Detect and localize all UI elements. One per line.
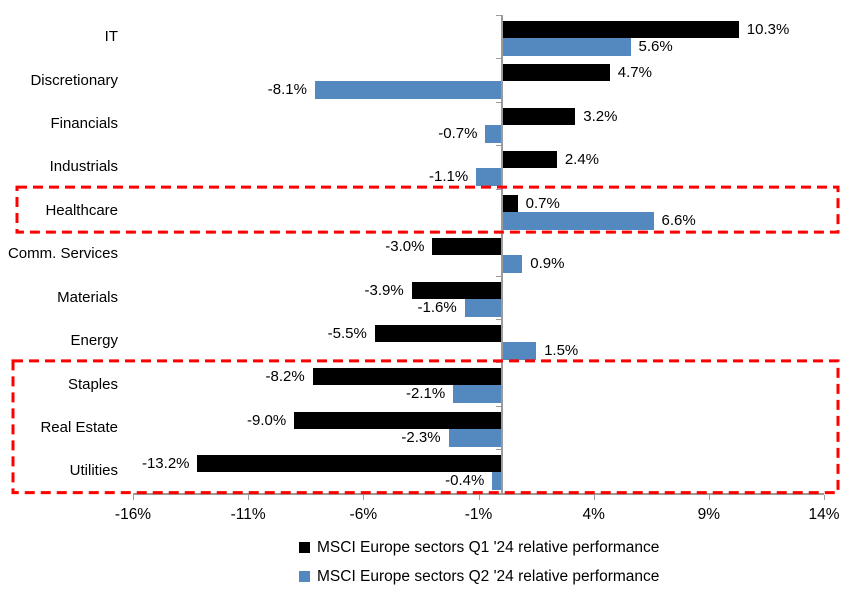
x-axis-tick [708,494,710,500]
x-axis-tick [363,494,365,500]
y-axis-tick [495,58,502,60]
bar-value-label: 0.9% [530,255,565,273]
legend-swatch-q1-icon [299,542,310,553]
bar-q1 [197,455,502,473]
x-axis-tick-label: 4% [582,506,605,523]
highlight-box-healthcare [15,185,840,234]
x-axis-tick-label: -16% [114,506,152,523]
y-axis-tick [495,362,502,364]
bar-value-label: 2.4% [564,151,600,169]
bar-value-label: -5.5% [327,324,367,342]
bar-value-label: 3.2% [583,107,618,125]
bar-q1 [294,411,502,429]
bar-value-label: -0.4% [445,472,485,490]
bar-q2 [485,124,502,143]
x-axis-tick [824,494,825,500]
y-axis-line [500,15,503,493]
bar-q2 [464,298,502,317]
bar-q2 [448,428,502,447]
y-axis-tick [495,232,502,234]
category-label: Materials [57,288,118,306]
legend-label-q1: MSCI Europe sectors Q1 '24 relative perf… [317,538,660,556]
x-axis-tick-label: 9% [697,506,721,523]
legend-item-q2: MSCI Europe sectors Q2 '24 relative perf… [299,567,659,586]
bar-value-label: -2.1% [405,385,446,403]
bar-value-label: -0.7% [438,124,478,142]
bar-value-label: -9.0% [247,411,287,429]
bar-q2 [501,38,631,56]
category-label: Staples [67,375,118,393]
bar-value-label: -2.3% [401,428,441,446]
x-axis-tick-label: -1% [464,506,493,523]
legend-item-q1: MSCI Europe sectors Q1 '24 relative perf… [299,538,659,557]
x-axis-tick [248,494,250,500]
bar-value-label: 1.5% [544,341,579,359]
bar-q2 [501,211,654,230]
bar-q1 [432,238,502,256]
bar-q2 [314,81,502,100]
category-label: IT [104,28,118,46]
bar-value-label: -3.9% [364,281,404,299]
y-axis-tick [495,101,502,103]
legend-swatch-q2-icon [299,571,310,582]
x-axis-tick-label: -11% [230,506,266,523]
category-label: Discretionary [30,71,118,89]
bar-q1 [312,368,502,386]
x-axis-tick [478,494,480,500]
category-label: Industrials [49,158,118,176]
x-axis-tick [593,494,595,500]
bar-q2 [476,168,502,187]
bar-value-label: 0.7% [525,194,560,212]
bar-q1 [501,64,610,82]
bar-value-label: 6.6% [661,211,696,229]
y-axis-tick [495,318,502,320]
bar-value-label: -8.1% [267,81,307,99]
x-axis-tick-label: -6% [349,506,378,523]
y-axis-tick [495,405,502,407]
bar-value-label: -1.6% [417,298,457,316]
y-axis-tick [495,449,502,451]
bar-value-label: 4.7% [617,64,652,82]
bar-q1 [411,281,502,299]
legend-label-q2: MSCI Europe sectors Q2 '24 relative perf… [317,567,660,585]
bar-q1 [501,107,576,125]
bar-q1 [501,21,739,38]
bar-q2 [501,255,523,274]
y-axis-tick [495,15,502,16]
category-label: Financials [50,115,118,133]
bar-value-label: 10.3% [746,21,790,38]
x-axis-tick [133,494,134,500]
y-axis-tick [495,275,502,277]
bar-q2 [453,385,502,404]
bar-q1 [374,324,502,342]
bar-q1 [501,151,557,169]
bar-value-label: -8.2% [265,368,305,386]
category-label: Energy [70,332,118,350]
category-label: Real Estate [40,418,118,436]
legend: MSCI Europe sectors Q1 '24 relative perf… [299,538,659,586]
y-axis-tick [495,188,502,190]
category-label: Comm. Services [7,245,118,263]
bar-value-label: -13.2% [141,455,190,473]
bar-q1 [501,194,518,212]
bar-value-label: -3.0% [385,238,425,256]
y-axis-tick [495,145,502,147]
bar-value-label: -1.1% [429,168,469,186]
bar-q2 [501,341,537,360]
category-label: Healthcare [45,201,118,219]
bar-value-label: 5.6% [638,38,673,55]
category-label: Utilities [69,462,118,480]
x-axis-tick-label: 14% [808,506,840,523]
